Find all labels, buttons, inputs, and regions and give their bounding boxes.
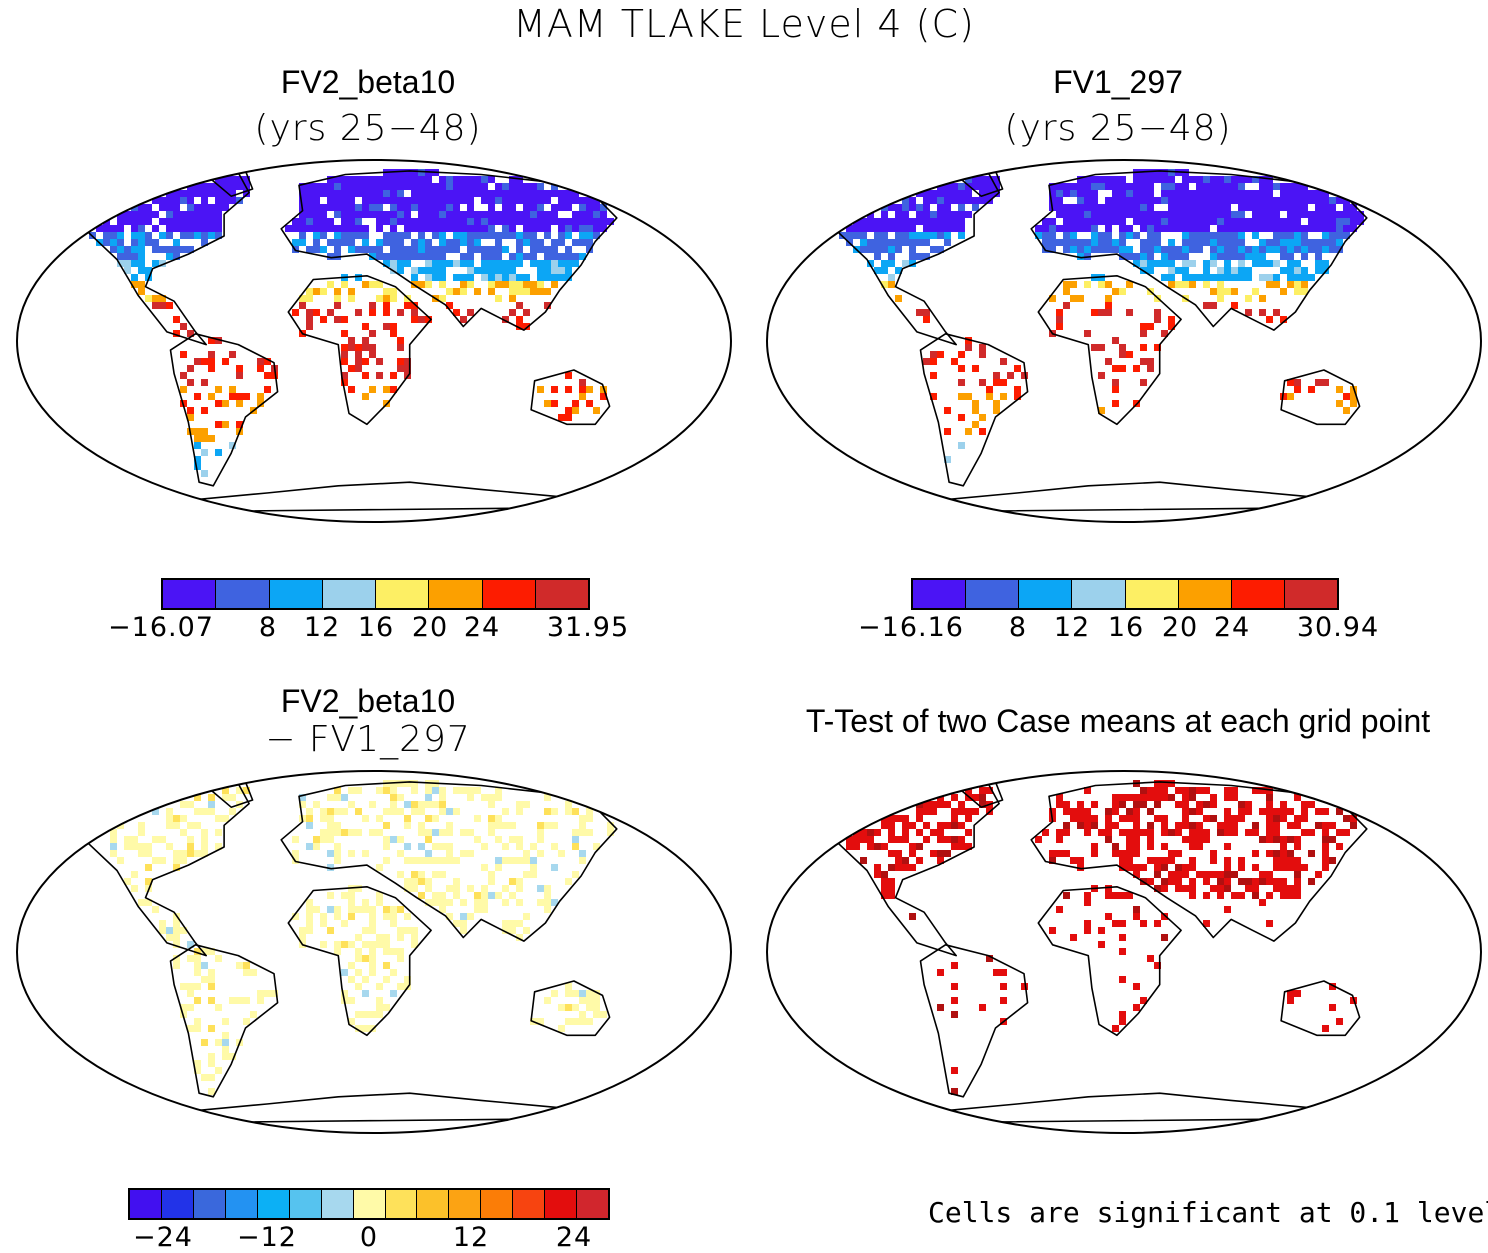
- colorbar-swatch: [376, 580, 430, 608]
- map-panel-fv2-beta10: [16, 159, 732, 523]
- colorbar-tick-label: 20: [411, 612, 449, 643]
- colorbar-panel-3: [128, 1188, 610, 1220]
- colorbar-tick-label: −12: [237, 1222, 297, 1253]
- colorbar-panel-1-labels: −16.07 8 12 16 20 24 31.95: [0, 612, 740, 652]
- colorbar-swatch: [913, 580, 967, 608]
- colorbar-swatch: [1284, 580, 1337, 608]
- map-panel-difference: [16, 770, 732, 1134]
- colorbar-tick-label: 24: [463, 612, 501, 643]
- colorbar-tick-label: 24: [555, 1222, 593, 1253]
- figure-title: MAM TLAKE Level 4 (C): [513, 2, 975, 46]
- colorbar-swatch: [269, 580, 323, 608]
- colorbar-panel-2: [911, 578, 1339, 610]
- colorbar-swatch: [449, 1190, 482, 1218]
- colorbar-tick-label: −24: [133, 1222, 193, 1253]
- colorbar-swatch: [385, 1190, 418, 1218]
- grid-cells: [839, 169, 1364, 463]
- colorbar-tick-label: 0: [359, 1222, 379, 1253]
- map-border: [766, 159, 1482, 523]
- colorbar-swatch: [545, 1190, 578, 1218]
- grid-cells: [89, 169, 614, 477]
- colorbar-tick-label: 16: [357, 612, 395, 643]
- grid-cells: [110, 780, 614, 1095]
- colorbar-swatch: [577, 1190, 609, 1218]
- colorbar-swatch: [289, 1190, 322, 1218]
- colorbar-tick-label: 30.94: [1296, 612, 1380, 643]
- colorbar-swatch: [481, 1190, 514, 1218]
- colorbar-swatch: [163, 580, 217, 608]
- coastlines: [87, 777, 618, 1123]
- panel-2-subtitle: (yrs 25−48): [1004, 108, 1232, 149]
- panel-1-subtitle: (yrs 25−48): [254, 108, 482, 149]
- coastlines: [837, 166, 1368, 512]
- colorbar-swatch: [321, 1190, 354, 1218]
- map-border: [766, 770, 1482, 1134]
- colorbar-swatch: [193, 1190, 226, 1218]
- colorbar-swatch: [1019, 580, 1073, 608]
- map-border: [16, 159, 732, 523]
- colorbar-tick-label: −16.16: [858, 612, 964, 643]
- map-border: [16, 770, 732, 1134]
- colorbar-swatch: [535, 580, 588, 608]
- colorbar-panel-2-labels: −16.16 8 12 16 20 24 30.94: [750, 612, 1488, 652]
- grid-cells: [846, 780, 1357, 1095]
- colorbar-swatch: [513, 1190, 546, 1218]
- colorbar-swatch: [1072, 580, 1126, 608]
- colorbar-swatch: [966, 580, 1020, 608]
- colorbar-tick-label: 12: [303, 612, 341, 643]
- colorbar-swatch: [161, 1190, 194, 1218]
- colorbar-swatch: [257, 1190, 290, 1218]
- panel-3-subtitle: − FV1_297: [265, 719, 471, 760]
- colorbar-panel-1: [161, 578, 590, 610]
- colorbar-swatch: [417, 1190, 450, 1218]
- colorbar-tick-label: 12: [452, 1222, 490, 1253]
- colorbar-swatch: [1231, 580, 1285, 608]
- colorbar-tick-label: 24: [1213, 612, 1251, 643]
- colorbar-swatch: [429, 580, 483, 608]
- colorbar-tick-label: 8: [1008, 612, 1028, 643]
- coastlines: [837, 777, 1368, 1123]
- coastlines: [87, 166, 618, 512]
- panel-4-title: T-Test of two Case means at each grid po…: [805, 703, 1431, 739]
- map-panel-ttest: [766, 770, 1482, 1134]
- colorbar-swatch: [1125, 580, 1179, 608]
- colorbar-swatch: [353, 1190, 386, 1218]
- colorbar-swatch: [482, 580, 536, 608]
- colorbar-tick-label: 16: [1107, 612, 1145, 643]
- colorbar-swatch: [225, 1190, 258, 1218]
- colorbar-tick-label: −16.07: [108, 612, 214, 643]
- colorbar-tick-label: 31.95: [546, 612, 630, 643]
- panel-2-title: FV1_297: [1053, 64, 1183, 100]
- colorbar-swatch: [130, 1190, 162, 1218]
- colorbar-swatch: [1178, 580, 1232, 608]
- colorbar-tick-label: 20: [1161, 612, 1199, 643]
- panel-3-title: FV2_beta10: [280, 683, 456, 719]
- panel-1-title: FV2_beta10: [280, 64, 456, 100]
- colorbar-swatch: [322, 580, 376, 608]
- colorbar-tick-label: 12: [1053, 612, 1091, 643]
- map-panel-fv1-297: [766, 159, 1482, 523]
- colorbar-swatch: [216, 580, 270, 608]
- colorbar-tick-label: 8: [258, 612, 278, 643]
- colorbar-panel-3-labels: −24 −12 0 12 24: [0, 1222, 740, 1253]
- significance-note: Cells are significant at 0.1 level: [928, 1196, 1488, 1229]
